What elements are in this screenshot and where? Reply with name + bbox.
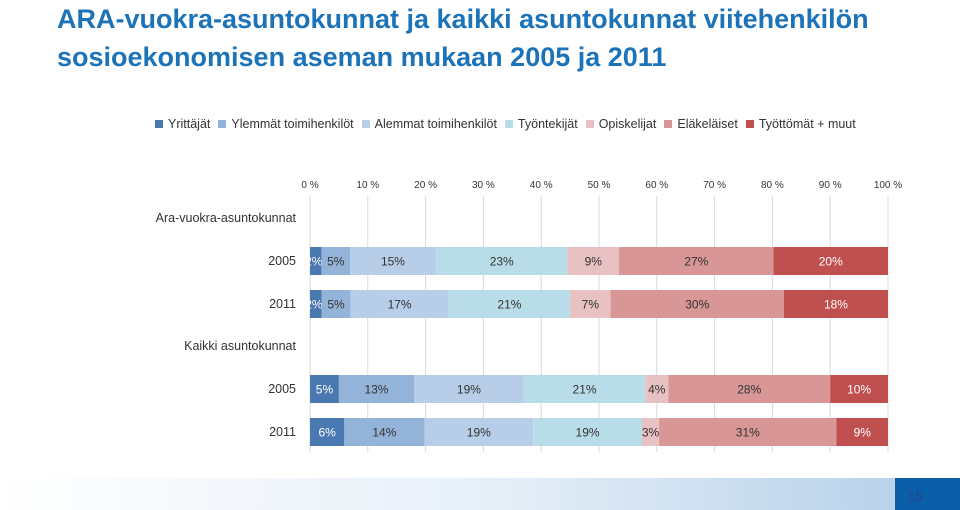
- data-label: 2%: [305, 298, 323, 312]
- data-label: 15%: [381, 255, 405, 269]
- x-tick-label: 10 %: [356, 180, 379, 191]
- legend-item: Eläkeläiset: [664, 117, 738, 131]
- data-label: 19%: [576, 426, 600, 440]
- data-label: 19%: [457, 383, 481, 397]
- legend-swatch: [664, 120, 673, 128]
- legend-item: Ylemmät toimihenkilöt: [218, 117, 354, 131]
- legend-swatch: [155, 120, 163, 128]
- bar-segment: [645, 375, 669, 403]
- data-label: 2%: [305, 255, 323, 269]
- category-label: 2005: [268, 382, 296, 396]
- data-label: 9%: [854, 426, 872, 440]
- data-label: 14%: [372, 426, 396, 440]
- legend-label: Eläkeläiset: [677, 117, 738, 131]
- x-tick-label: 70 %: [703, 180, 726, 191]
- legend-label: Työntekijät: [517, 117, 578, 131]
- group-label: Ara-vuokra-asuntokunnat: [156, 211, 297, 225]
- legend-item: Yrittäjät: [155, 117, 210, 131]
- x-tick-label: 60 %: [645, 180, 668, 191]
- category-label: 2005: [268, 254, 296, 268]
- legend-swatch: [504, 120, 513, 128]
- legend-swatch: [361, 120, 370, 128]
- data-label: 18%: [824, 298, 848, 312]
- data-label: 9%: [585, 255, 603, 269]
- bar-segment: [310, 247, 322, 275]
- data-label: 31%: [736, 426, 760, 440]
- slide-title: ARA-vuokra-asuntokunnat ja kaikki asunto…: [57, 4, 869, 72]
- bar-segment: [414, 375, 524, 403]
- legend-item: Opiskelijat: [585, 117, 657, 131]
- x-tick-label: 40 %: [530, 180, 553, 191]
- data-label: 13%: [364, 383, 388, 397]
- bar-segment: [830, 375, 888, 403]
- bar-segment: [659, 418, 837, 446]
- bar-segment: [641, 418, 660, 446]
- bar-segment: [424, 418, 534, 446]
- data-label: 3%: [642, 426, 660, 440]
- bar-segment: [310, 375, 339, 403]
- legend-label: Työttömät + muut: [758, 117, 856, 131]
- chart-legend: Yrittäjät Ylemmät toimihenkilöt Alemmat to…: [155, 116, 864, 132]
- legend-label: Ylemmät toimihenkilöt: [231, 117, 354, 131]
- legend-swatch: [218, 120, 227, 128]
- bar-segment: [773, 247, 888, 275]
- data-label: 17%: [388, 298, 412, 312]
- legend-swatch: [745, 120, 754, 128]
- page-number: 15: [907, 488, 923, 504]
- bar-segment: [321, 247, 351, 275]
- bar-segment: [344, 418, 425, 446]
- data-label: 30%: [685, 298, 709, 312]
- data-label: 7%: [582, 298, 600, 312]
- data-label: 21%: [573, 383, 597, 397]
- bar-segment: [448, 290, 571, 318]
- legend-label: Opiskelijat: [598, 117, 657, 131]
- category-label: 2011: [269, 297, 296, 311]
- bar-segment: [668, 375, 831, 403]
- group-label: Kaikki asuntokunnat: [184, 339, 296, 353]
- data-label: 6%: [318, 426, 336, 440]
- legend-item: Työttömät + muut: [745, 117, 856, 131]
- bar-segment: [310, 290, 322, 318]
- bar-segment: [533, 418, 642, 446]
- legend-swatch: [585, 120, 594, 128]
- bar-segment: [523, 375, 646, 403]
- x-tick-label: 90 %: [819, 180, 842, 191]
- legend-label: Yrittäjät: [168, 117, 211, 131]
- category-label: 2011: [269, 425, 296, 439]
- bar-segment: [350, 290, 449, 318]
- x-tick-label: 50 %: [588, 180, 611, 191]
- bar-segment: [567, 247, 620, 275]
- x-tick-label: 100 %: [874, 180, 902, 191]
- x-tick-label: 0 %: [301, 180, 318, 191]
- data-label: 5%: [327, 298, 345, 312]
- stacked-bar-chart: 0 % 10 % 20 % 30 % 40 % 50 % 60 % 70 % 80 % 90 % 1…: [156, 180, 902, 452]
- bar-segment: [836, 418, 888, 446]
- x-tick-label: 80 %: [761, 180, 784, 191]
- bar-segment: [338, 375, 415, 403]
- x-tick-label: 30 %: [472, 180, 495, 191]
- bar-segment: [321, 290, 351, 318]
- legend-label: Alemmat toimihenkilöt: [374, 117, 497, 131]
- data-label: 20%: [819, 255, 843, 269]
- data-label: 21%: [497, 298, 521, 312]
- legend-item: Alemmat toimihenkilöt: [361, 117, 497, 131]
- bar-segment: [310, 418, 345, 446]
- footer-gradient: [0, 478, 895, 510]
- data-label: 23%: [490, 255, 514, 269]
- data-label: 5%: [316, 383, 334, 397]
- bar-segment: [350, 247, 436, 275]
- bar-segment: [435, 247, 568, 275]
- data-label: 19%: [467, 426, 491, 440]
- x-tick-label: 20 %: [414, 180, 437, 191]
- data-label: 10%: [847, 383, 871, 397]
- data-label: 27%: [684, 255, 708, 269]
- bar-segment: [783, 290, 888, 318]
- bar-segment: [570, 290, 611, 318]
- bar-segment: [610, 290, 784, 318]
- data-label: 28%: [737, 383, 761, 397]
- bar-segment: [619, 247, 774, 275]
- data-label: 4%: [648, 383, 666, 397]
- legend-item: Työntekijät: [504, 117, 578, 131]
- data-label: 5%: [327, 255, 345, 269]
